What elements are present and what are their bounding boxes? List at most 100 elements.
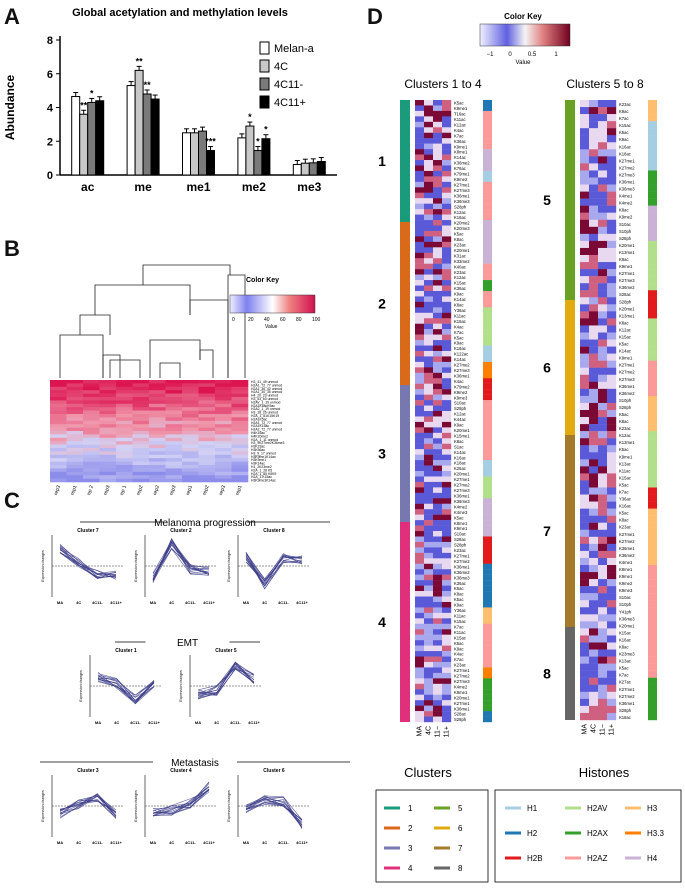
- heatmap-cell: [116, 454, 133, 459]
- heatmap-cell: [424, 596, 434, 603]
- heatmap-cell: [607, 565, 617, 573]
- heatmap-cell: [99, 458, 117, 462]
- heatmap-cell: [424, 667, 434, 674]
- histone-color-cell: [648, 142, 657, 150]
- heatmap-cell: [589, 600, 599, 608]
- heatmap-cell: [598, 452, 608, 460]
- heatmap-cell: [589, 424, 599, 432]
- heatmap-cell: [580, 543, 590, 552]
- heatmap-cell: [424, 498, 434, 504]
- heatmap-cell: [607, 311, 617, 319]
- heatmap-cell: [66, 458, 84, 462]
- histone-color-cell: [483, 716, 492, 723]
- heatmap-cell: [433, 176, 443, 183]
- heatmap-cell: [607, 494, 617, 502]
- heatmap-row-label: K9me2: [454, 177, 468, 182]
- heatmap-cell: [50, 448, 67, 452]
- heatmap-cell: [442, 443, 452, 450]
- y-tick-label: 8: [47, 35, 53, 47]
- heatmap-cell: [607, 593, 617, 601]
- heatmap-cell: [442, 487, 452, 494]
- heatmap-cell: [589, 543, 599, 552]
- heatmap-cell: [415, 176, 425, 183]
- heatmap-cell: [433, 334, 443, 341]
- heatmap-cell: [165, 383, 183, 388]
- heatmap-cell: [182, 471, 199, 476]
- heatmap-cell: [433, 421, 443, 428]
- heatmap-cell: [165, 454, 183, 459]
- heatmap-cell: [99, 390, 117, 394]
- heatmap-cell: [415, 110, 425, 117]
- plot-y-label: Expression changes: [41, 550, 45, 582]
- heatmap-cell: [165, 475, 183, 479]
- heatmap-cell: [182, 478, 199, 483]
- heatmap-cell: [598, 635, 608, 643]
- heatmap-row-label: K8ac: [619, 208, 629, 213]
- heatmap-cell: [442, 214, 452, 221]
- heatmap-cell: [442, 700, 452, 706]
- d-color-key-tick: 0: [508, 52, 512, 58]
- heatmap-cell: [598, 367, 608, 375]
- heatmap-cell: [589, 410, 599, 418]
- heatmap-cell: [132, 431, 150, 435]
- cluster-number: 6: [543, 360, 551, 376]
- heatmap-row-label: K16ac: [454, 346, 466, 351]
- heatmap-cell: [433, 454, 443, 461]
- heatmap-row-label: K14ac: [454, 357, 466, 362]
- heatmap-cell: [580, 712, 590, 721]
- heatmap-row-label: K13ac: [619, 461, 631, 466]
- bar-me2-4C: [245, 125, 255, 176]
- heatmap-cell: [231, 390, 249, 394]
- heatmap-cell: [231, 427, 249, 432]
- histone-color-cell: [483, 623, 492, 630]
- histone-color-cell: [483, 558, 492, 564]
- heatmap-cell: [415, 661, 425, 668]
- heatmap-cell: [442, 116, 452, 123]
- heatmap-cell: [50, 434, 67, 439]
- histone-color-cell: [483, 421, 492, 428]
- heatmap-cell: [424, 290, 434, 297]
- heatmap-cell: [83, 424, 100, 428]
- heatmap-cell: [424, 143, 434, 150]
- histone-color-cell: [483, 541, 492, 548]
- histone-color-cell: [483, 356, 492, 363]
- heatmap-cell: [66, 393, 84, 398]
- heatmap-cell: [50, 458, 67, 462]
- x-tick-label: me1: [186, 180, 210, 194]
- heatmap-cell: [598, 212, 608, 220]
- heatmap-cell: [433, 514, 443, 521]
- heatmap-cell: [589, 417, 599, 425]
- heatmap-row-label: K15ac: [619, 334, 631, 339]
- heatmap-cell: [415, 378, 425, 384]
- heatmap-cell: [132, 465, 150, 469]
- heatmap-cell: [433, 258, 443, 264]
- legend-label: Melan-a: [274, 43, 315, 55]
- histone-color-cell: [483, 236, 492, 243]
- heatmap-cell: [424, 220, 434, 226]
- heatmap-row-label: K5ac: [619, 447, 629, 452]
- heatmap-cell: [149, 424, 166, 428]
- heatmap-cell: [580, 395, 590, 404]
- histone-color-cell: [648, 515, 657, 523]
- heatmap-row-label: S28ph: [454, 406, 467, 411]
- heatmap-cell: [598, 529, 608, 538]
- histones-legend-box: [494, 789, 682, 883]
- heatmap-cell: [442, 672, 452, 679]
- heatmap-cell: [580, 431, 590, 439]
- heatmap-row-label: K11ac: [454, 630, 466, 635]
- heatmap-cell: [231, 397, 249, 401]
- heatmap-cell: [589, 635, 599, 643]
- heatmap-cell: [182, 427, 199, 432]
- heatmap-row-label: K13me1: [619, 313, 635, 318]
- heatmap-cell: [424, 574, 434, 581]
- heatmap-cell: [66, 461, 84, 466]
- heatmap-row-label: K5ac: [454, 586, 464, 591]
- heatmap-cell: [580, 600, 590, 608]
- heatmap-cell: [589, 304, 599, 312]
- heatmap-cell: [149, 437, 166, 442]
- heatmap-cell: [580, 670, 590, 678]
- histones-legend-title: Histones: [579, 765, 630, 780]
- heatmap-cell: [215, 437, 232, 442]
- heatmap-cell: [442, 340, 452, 346]
- heatmap-cell: [580, 240, 590, 249]
